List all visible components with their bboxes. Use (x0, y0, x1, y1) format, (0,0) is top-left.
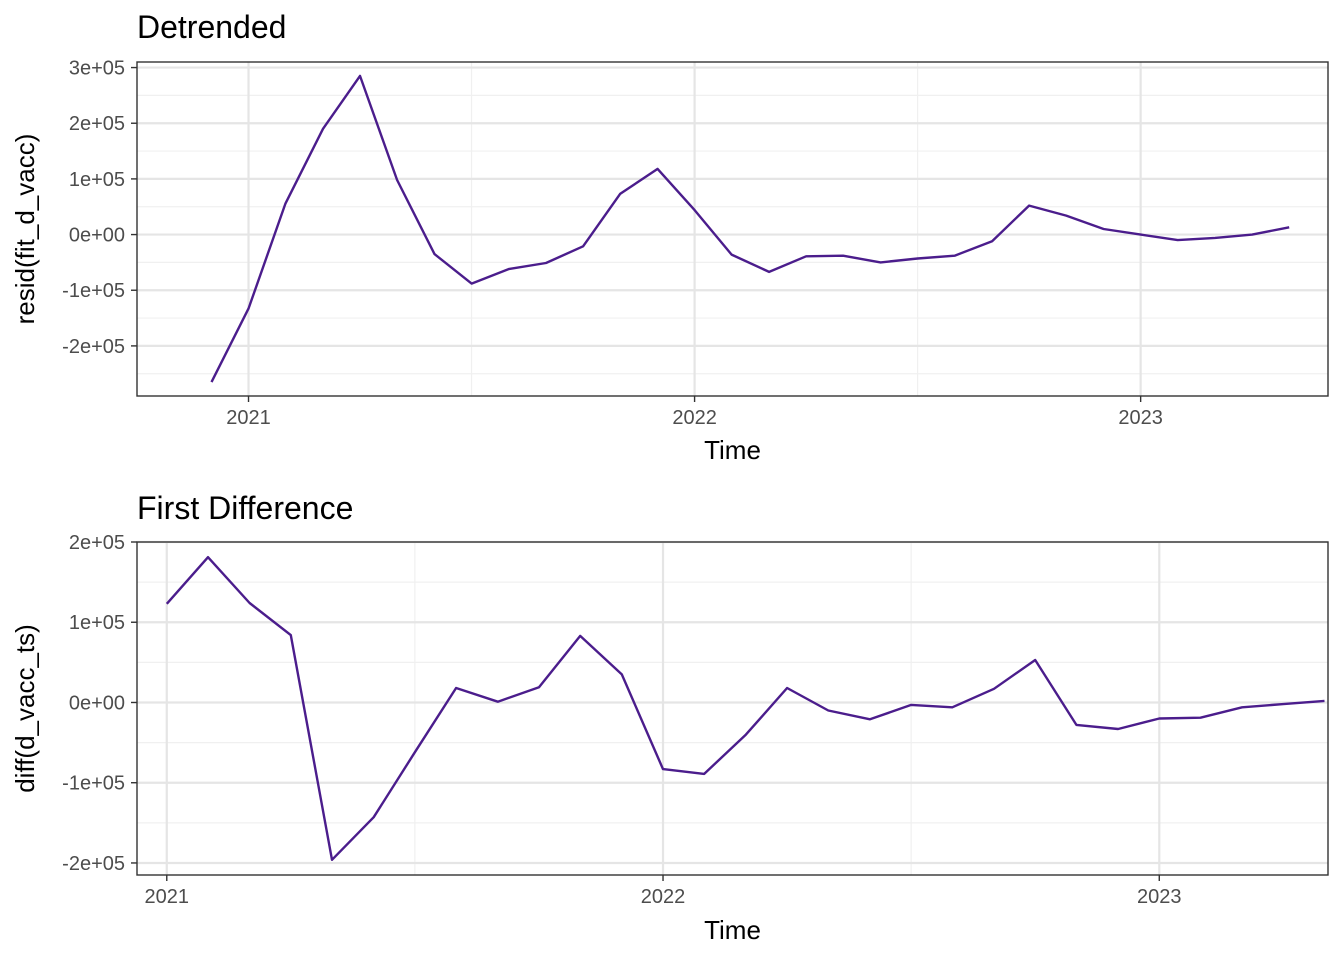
y-tick-label: 0e+00 (69, 225, 125, 247)
y-tick-label: 0e+00 (69, 692, 125, 714)
y-tick-label: 2e+05 (69, 532, 125, 554)
x-tick-label: 2023 (1137, 886, 1182, 908)
y-axis-title: resid(fit_d_vacc) (10, 134, 40, 325)
x-tick-label: 2023 (1118, 407, 1163, 429)
x-tick-label: 2021 (226, 407, 271, 429)
y-tick-label: 2e+05 (69, 113, 125, 135)
x-tick-label: 2022 (641, 886, 686, 908)
y-tick-label: 1e+05 (69, 612, 125, 634)
x-tick-label: 2021 (145, 886, 190, 908)
y-tick-label: -2e+05 (62, 853, 125, 875)
chart-title: Detrended (137, 9, 286, 45)
y-tick-label: -1e+05 (62, 280, 125, 302)
series-line (210, 74, 1290, 383)
y-tick-label: 1e+05 (69, 169, 125, 191)
series-line (165, 556, 1325, 861)
y-tick-label: -1e+05 (62, 773, 125, 795)
chart-panel-1: 2021 2022 2023 -2e+05 -1e+05 0e+00 1e+05 2e+05 3… (10, 9, 1329, 465)
y-tick-label: 3e+05 (69, 58, 125, 80)
x-axis-title: Time (704, 915, 761, 945)
y-axis-title: diff(d_vacc_ts) (10, 624, 40, 793)
x-tick-label: 2022 (672, 407, 717, 429)
plot-frame (136, 541, 1329, 876)
plot-frame (136, 61, 1329, 397)
x-axis-title: Time (704, 435, 761, 465)
y-tick-label: -2e+05 (62, 336, 125, 358)
chart-panel-2: 2021 2022 2023 -2e+05 -1e+05 0e+00 1e+05 2e+05 F… (10, 490, 1329, 945)
chart-title: First Difference (137, 490, 353, 526)
